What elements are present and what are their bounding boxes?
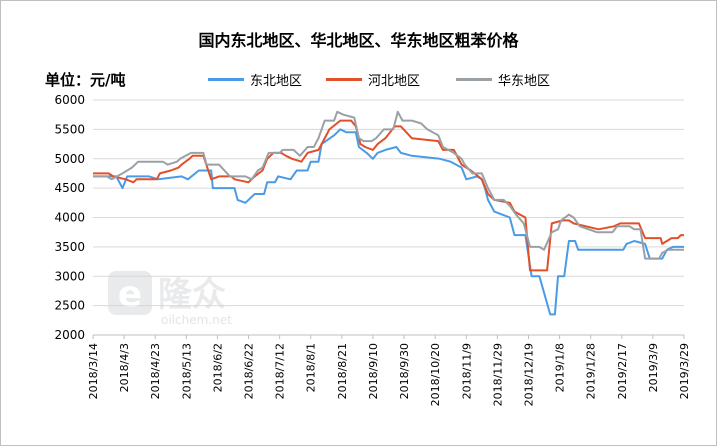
- x-tick-label: 2018/11/9: [460, 343, 473, 399]
- y-tick-label: 2000: [54, 328, 85, 342]
- y-tick-label: 6000: [54, 93, 85, 107]
- watermark-logo-letter: e: [118, 274, 142, 315]
- y-tick-label: 4000: [54, 211, 85, 225]
- x-tick-label: 2018/3/14: [87, 343, 100, 399]
- x-tick-label: 2018/12/19: [522, 343, 535, 406]
- legend-item-huadong: 华东地区: [456, 70, 550, 89]
- y-tick-label: 2500: [54, 299, 85, 313]
- x-tick-label: 2018/4/3: [118, 343, 131, 392]
- watermark-url: oilchem.net: [161, 313, 232, 327]
- x-tick-label: 2018/7/12: [274, 343, 287, 399]
- y-tick-label: 4500: [54, 181, 85, 195]
- legend: 东北地区 河北地区 华东地区: [1, 70, 716, 89]
- axes: 2000 2500 3000 3500 4000 4500 5000 5500 6000 2018…: [54, 93, 691, 406]
- x-tick-label: 2019/3/29: [678, 343, 691, 399]
- watermark: e 隆众 oilchem.net: [108, 271, 232, 327]
- legend-label-huadong: 华东地区: [498, 74, 551, 89]
- x-tick-label: 2018/8/1: [305, 343, 318, 392]
- x-tick-label: 2019/2/17: [616, 343, 629, 399]
- legend-label-hebei: 河北地区: [368, 74, 421, 89]
- y-tick-label: 3500: [54, 240, 85, 254]
- series-line-1: [93, 119, 684, 272]
- watermark-brand: 隆众: [158, 275, 226, 315]
- chart-title: 国内东北地区、华北地区、华东地区粗苯价格: [198, 31, 519, 50]
- legend-item-hebei: 河北地区: [326, 70, 420, 89]
- x-tick-label: 2018/11/29: [491, 343, 504, 406]
- unit-label: 单位：元/吨: [45, 71, 126, 89]
- x-tick-label: 2018/4/23: [149, 343, 162, 399]
- x-tick-label: 2018/5/13: [180, 343, 193, 399]
- watermark-logo-icon: [108, 271, 152, 315]
- y-tick-label: 5000: [54, 152, 85, 166]
- x-tick-label: 2019/1/8: [554, 343, 567, 392]
- x-tick-label: 2018/6/22: [243, 343, 256, 399]
- x-tick-label: 2018/10/20: [429, 343, 442, 406]
- legend-swatch-dongbei: [208, 78, 244, 81]
- series-line-0: [93, 128, 684, 316]
- x-tick-label: 2018/6/2: [211, 343, 224, 392]
- x-tick-label: 2018/9/10: [367, 343, 380, 399]
- legend-swatch-hebei: [326, 78, 362, 81]
- series-line-2: [93, 110, 684, 260]
- x-tick-label: 2018/8/21: [336, 343, 349, 399]
- y-tick-label: 5500: [54, 122, 85, 136]
- legend-item-dongbei: 东北地区: [208, 70, 302, 89]
- y-tick-label: 3000: [54, 269, 85, 283]
- x-tick-label: 2019/1/28: [585, 343, 598, 399]
- x-tick-label: 2018/9/30: [398, 343, 411, 399]
- series-lines: [93, 110, 684, 316]
- legend-label-dongbei: 东北地区: [250, 74, 303, 89]
- x-tick-label: 2019/3/9: [647, 343, 660, 392]
- legend-swatch-huadong: [456, 78, 492, 81]
